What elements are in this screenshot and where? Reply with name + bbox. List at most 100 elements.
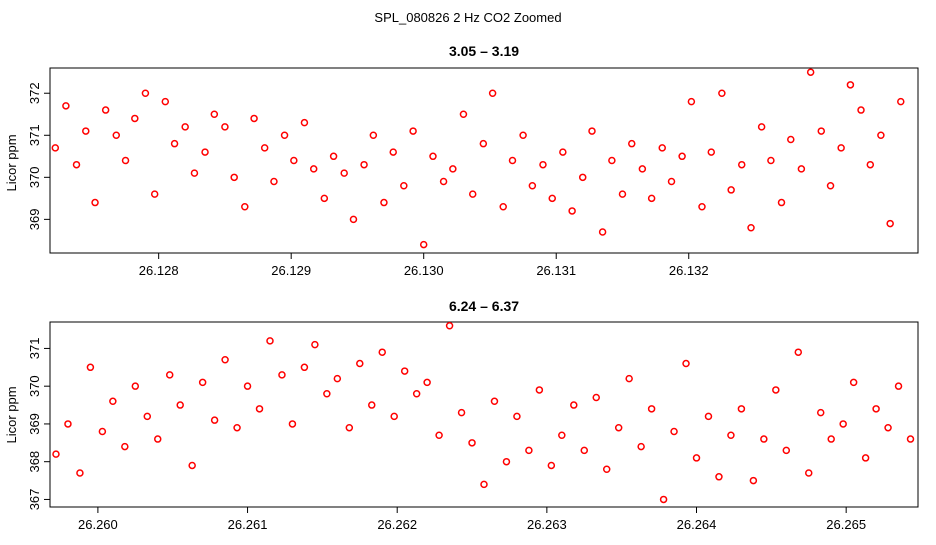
panel-top-data-point [568, 207, 576, 215]
panel-bottom-data-point [131, 382, 140, 390]
panel-top-data-point [468, 190, 477, 198]
panel-bottom-data-point [468, 439, 476, 447]
figure-title: SPL_080826 2 Hz CO2 Zoomed [374, 10, 561, 25]
panel-bottom-data-point [794, 348, 803, 356]
panel-top-y-tick-label: 369 [27, 209, 42, 231]
panel-bottom-data-point [64, 420, 72, 428]
panel-bottom-data-point [266, 337, 274, 345]
panel-top-data-point [787, 135, 795, 144]
panel-top-data-point [508, 156, 517, 165]
panel-top-data-point [588, 127, 596, 135]
panel-top-data-point [707, 148, 716, 156]
panel-bottom-data-point [400, 367, 409, 375]
panel-bottom-data-point [86, 363, 95, 372]
panel-top-data-point [608, 156, 616, 165]
panel-bottom-data-point [210, 416, 219, 424]
panel-bottom-y-tick-label: 369 [27, 413, 42, 435]
panel-bottom-data-point [221, 356, 229, 364]
panel-bottom-data-point [715, 473, 723, 481]
panel-bottom-data-point [659, 495, 668, 504]
panel-top-x-tick-label: 26.132 [669, 263, 709, 278]
panel-top-plot-area [49, 67, 919, 254]
panel-top-data-point [72, 160, 81, 169]
panel-bottom-data-point [782, 446, 791, 455]
panel-top-data-point [897, 97, 905, 106]
panel-top-data-point [112, 131, 121, 140]
panel-bottom-data-point [255, 405, 264, 413]
panel-bottom-data-point [121, 442, 129, 451]
panel-top-ticks: 26.128 26.129 26.130 26.131 26.132 369 370 371 3… [27, 82, 709, 278]
panel-bottom-data-point [356, 359, 364, 368]
panel-top-data-point [737, 160, 746, 169]
panel-top-data-point [667, 177, 676, 186]
panel-top-data-point [210, 110, 219, 118]
panel-bottom-data-point [760, 435, 768, 443]
panel-bottom-data-point [861, 454, 870, 462]
panel-bottom-data-point [570, 401, 578, 409]
panel-bottom-data-point [849, 378, 858, 387]
panel-top-data-point [578, 173, 587, 182]
panel-bottom-y-axis-label: Licor ppm [4, 386, 19, 443]
panel-bottom-data-point [827, 435, 835, 443]
panel-bottom-ticks: 26.260 26.261 26.262 26.263 26.264 26.265 367 3… [27, 338, 866, 532]
panel-top-data-point [320, 194, 329, 203]
panel-top-x-tick-label: 26.129 [271, 263, 311, 278]
panel-bottom-x-tick-label: 26.261 [228, 517, 268, 532]
panel-bottom-data-point [647, 405, 656, 413]
panel-top-data-point [309, 165, 318, 173]
panel-top-data-point [270, 177, 278, 186]
panel-top-data-point [150, 190, 159, 198]
panel-bottom-data-point [637, 442, 645, 451]
panel-top-data-point [548, 194, 556, 203]
panel-bottom-data-point [839, 420, 847, 428]
panel-top-data-point [161, 97, 170, 106]
panel-bottom-data-point [154, 435, 162, 443]
panel-top-data-point [747, 224, 755, 232]
panel-bottom-data-point [737, 405, 746, 413]
panel-bottom-data-point [311, 340, 319, 349]
panel-top-x-tick-label: 26.131 [536, 263, 576, 278]
panel-bottom-data-point [176, 401, 184, 409]
panel-top-data-point [230, 173, 238, 182]
panel-top-data-point [380, 198, 388, 207]
panel-bottom-data-point [894, 382, 903, 390]
panel-top-y-axis-label: Licor ppm [4, 134, 19, 191]
panel-top-data-point [628, 139, 636, 148]
panel-top-data-point [598, 228, 607, 236]
panel-top-data-point [389, 148, 397, 156]
panel-bottom-x-tick-label: 26.264 [677, 517, 717, 532]
panel-top-data-point [349, 215, 358, 224]
panel-bottom-data-point [525, 446, 533, 455]
panel-bottom-data-point [278, 371, 286, 379]
panel-top-x-tick-label: 26.130 [404, 263, 444, 278]
panel-bottom-data-point [558, 431, 566, 440]
panel-top-data-point [767, 156, 775, 165]
panel-top-data-point [329, 152, 338, 161]
panel-top-data-point [439, 177, 448, 186]
panel-top-data-point [141, 89, 150, 97]
panel-top-data-point [687, 97, 696, 106]
panel-bottom-data-point [368, 401, 376, 409]
panel-top-data-point [429, 152, 437, 161]
panel-top-data-point [300, 118, 309, 127]
panel-bottom-data-point [188, 461, 196, 470]
panel-bottom-data-point [749, 476, 758, 485]
panel-top-data-point [866, 160, 875, 169]
panel-bottom-data-point [692, 454, 701, 462]
panel-bottom-data-point [52, 450, 60, 458]
panel-top-data-point [400, 181, 408, 190]
panel-bottom-plot-area [49, 321, 919, 508]
panel-top-data-point [280, 131, 289, 140]
panel-bottom-data-point [445, 322, 454, 330]
panel-top-data-point [519, 131, 527, 140]
panel-bottom-data-point [233, 423, 241, 432]
panel-top-data-point [777, 198, 786, 207]
panel-bottom-data-point [198, 378, 207, 387]
panel-top-data-point [221, 123, 229, 131]
panel-top-data-point [559, 148, 567, 156]
panel-top: 3.05 – 3.19 Licor ppm 26.128 26.129 26.130… [4, 43, 919, 278]
panel-top-data-point [449, 165, 457, 173]
panel-bottom-y-tick-label: 368 [27, 451, 42, 473]
panel-bottom-data-point [109, 397, 117, 406]
panel-top-data-point [101, 106, 110, 114]
